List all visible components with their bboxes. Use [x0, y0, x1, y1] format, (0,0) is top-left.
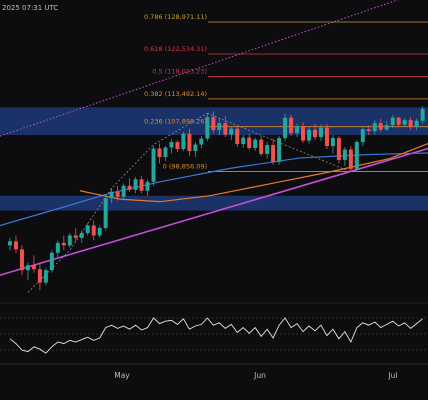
- fib-label: 0.236 (107,898.26): [144, 118, 207, 126]
- candle-body: [91, 225, 96, 236]
- candle-body: [103, 198, 108, 228]
- candle-body: [223, 123, 228, 135]
- candle-body: [342, 149, 347, 160]
- candle-body: [420, 108, 425, 121]
- candle-body: [115, 191, 120, 197]
- candle-body: [384, 125, 389, 130]
- candle-body: [79, 232, 84, 238]
- candle-body: [121, 185, 126, 197]
- candlestick-series: [8, 106, 425, 291]
- candle-body: [289, 117, 294, 134]
- candle-body: [217, 123, 222, 131]
- candle-body: [85, 225, 90, 233]
- candle-body: [241, 137, 246, 145]
- candle-body: [402, 120, 407, 125]
- candle-body: [336, 138, 341, 160]
- x-axis-label: Jun: [253, 371, 266, 380]
- candle-body: [307, 129, 311, 141]
- candle-body: [109, 191, 114, 199]
- candle-body: [235, 128, 240, 145]
- fib-label: 0.618 (122,534.31): [144, 45, 207, 53]
- candle-body: [8, 241, 12, 246]
- candle-body: [390, 117, 395, 126]
- lower-zone: [0, 195, 428, 211]
- candle-body: [31, 265, 36, 270]
- candle-body: [25, 265, 30, 271]
- candle-body: [55, 242, 60, 253]
- candle-body: [19, 249, 24, 271]
- candle-body: [127, 185, 132, 190]
- x-axis-labels: May Jun Jul: [114, 371, 397, 380]
- candle-body: [301, 126, 306, 141]
- candle-body: [366, 129, 371, 132]
- candle-body: [97, 227, 102, 236]
- candle-body: [205, 117, 210, 139]
- x-axis-label: May: [114, 371, 130, 380]
- candle-body: [277, 138, 282, 162]
- candle-body: [253, 139, 258, 149]
- timestamp-label: 2025 07:31 UTC: [2, 4, 58, 12]
- rsi-panel: [0, 317, 428, 354]
- candle-body: [187, 133, 192, 151]
- candle-body: [169, 142, 174, 148]
- candle-body: [271, 145, 276, 162]
- candle-body: [265, 145, 270, 154]
- fib-label: 0.5 (118,013.23): [152, 67, 207, 75]
- candle-body: [408, 120, 413, 128]
- candle-body: [163, 147, 168, 157]
- candle-body: [229, 128, 234, 135]
- candle-body: [396, 117, 401, 125]
- candle-body: [259, 139, 264, 154]
- candle-body: [145, 181, 150, 191]
- candle-body: [157, 148, 162, 157]
- candle-body: [181, 133, 186, 150]
- candle-body: [139, 179, 144, 191]
- candle-body: [193, 144, 198, 151]
- candle-body: [414, 120, 419, 128]
- candle-body: [49, 252, 54, 271]
- rsi-line: [9, 317, 423, 354]
- candle-body: [37, 269, 42, 283]
- candle-body: [295, 126, 300, 134]
- candle-body: [360, 129, 365, 143]
- candle-body: [73, 235, 78, 238]
- candle-body: [354, 142, 359, 169]
- fibonacci-levels: [208, 21, 428, 172]
- candle-body: [318, 127, 323, 138]
- candle-body: [175, 142, 180, 150]
- candle-body: [324, 127, 329, 147]
- candle-body: [378, 123, 383, 130]
- candle-body: [67, 235, 72, 246]
- candle-body: [247, 137, 252, 149]
- candle-body: [199, 138, 204, 145]
- candle-body: [211, 117, 216, 131]
- candle-body: [13, 241, 18, 250]
- candle-body: [133, 179, 138, 190]
- candle-body: [330, 138, 335, 147]
- candle-body: [372, 123, 377, 132]
- x-axis-label: Jul: [387, 371, 397, 380]
- fib-label: 0.786 (128,971.11): [144, 13, 207, 21]
- candle-body: [151, 148, 156, 182]
- fib-label: 0.382 (113,492.14): [144, 90, 207, 98]
- candle-body: [348, 149, 353, 169]
- fib-label: 0 (98,856.09): [163, 163, 207, 171]
- candle-body: [312, 129, 317, 138]
- candle-body: [43, 270, 48, 283]
- fibonacci-labels: 0.786 (128,971.11) 0.618 (122,534.31) 0.5 …: [144, 13, 207, 171]
- moving-average-100: [79, 142, 428, 203]
- candle-body: [283, 117, 288, 139]
- candle-body: [61, 242, 66, 246]
